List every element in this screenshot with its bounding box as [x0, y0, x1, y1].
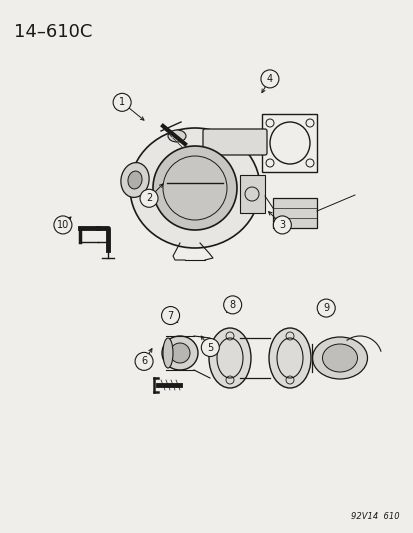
Text: 5: 5 — [206, 343, 213, 352]
Circle shape — [54, 216, 72, 234]
Ellipse shape — [128, 171, 142, 189]
Ellipse shape — [121, 163, 149, 197]
Circle shape — [316, 299, 335, 317]
Circle shape — [113, 93, 131, 111]
Ellipse shape — [130, 128, 259, 248]
Circle shape — [140, 189, 158, 207]
Bar — [262, 114, 317, 172]
Ellipse shape — [268, 328, 310, 388]
Circle shape — [153, 146, 236, 230]
Text: 92V14  610: 92V14 610 — [351, 512, 399, 521]
FancyBboxPatch shape — [202, 129, 266, 155]
Text: 8: 8 — [229, 300, 235, 310]
Circle shape — [273, 216, 291, 234]
Bar — [240, 175, 264, 213]
Bar — [272, 198, 316, 228]
Circle shape — [135, 352, 153, 370]
Text: 9: 9 — [323, 303, 328, 313]
Text: 7: 7 — [167, 311, 173, 320]
Ellipse shape — [163, 338, 173, 368]
Ellipse shape — [322, 344, 357, 372]
Ellipse shape — [312, 337, 367, 379]
Ellipse shape — [161, 336, 197, 370]
Ellipse shape — [168, 130, 185, 142]
Text: 6: 6 — [141, 357, 147, 366]
Text: 1: 1 — [119, 98, 125, 107]
Text: 4: 4 — [266, 74, 272, 84]
Text: 2: 2 — [145, 193, 152, 203]
Circle shape — [223, 296, 241, 314]
Circle shape — [260, 70, 278, 88]
Circle shape — [201, 338, 219, 357]
Text: 10: 10 — [57, 220, 69, 230]
Circle shape — [161, 306, 179, 325]
Text: 14–610C: 14–610C — [14, 23, 92, 41]
Circle shape — [170, 343, 190, 363]
Ellipse shape — [209, 328, 250, 388]
Text: 3: 3 — [279, 220, 285, 230]
